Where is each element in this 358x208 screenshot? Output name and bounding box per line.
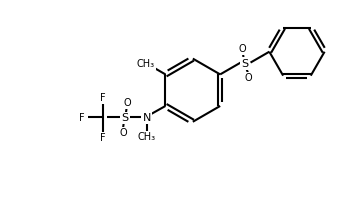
Text: O: O xyxy=(239,44,246,54)
Text: O: O xyxy=(119,128,127,138)
Text: O: O xyxy=(123,98,131,108)
Text: F: F xyxy=(79,113,84,123)
Text: F: F xyxy=(101,132,106,142)
Text: CH₃: CH₃ xyxy=(137,59,155,69)
Text: F: F xyxy=(101,93,106,103)
Text: N: N xyxy=(142,113,151,123)
Text: CH₃: CH₃ xyxy=(137,132,156,142)
Text: O: O xyxy=(245,73,252,83)
Text: S: S xyxy=(241,59,248,69)
Text: S: S xyxy=(121,113,129,123)
